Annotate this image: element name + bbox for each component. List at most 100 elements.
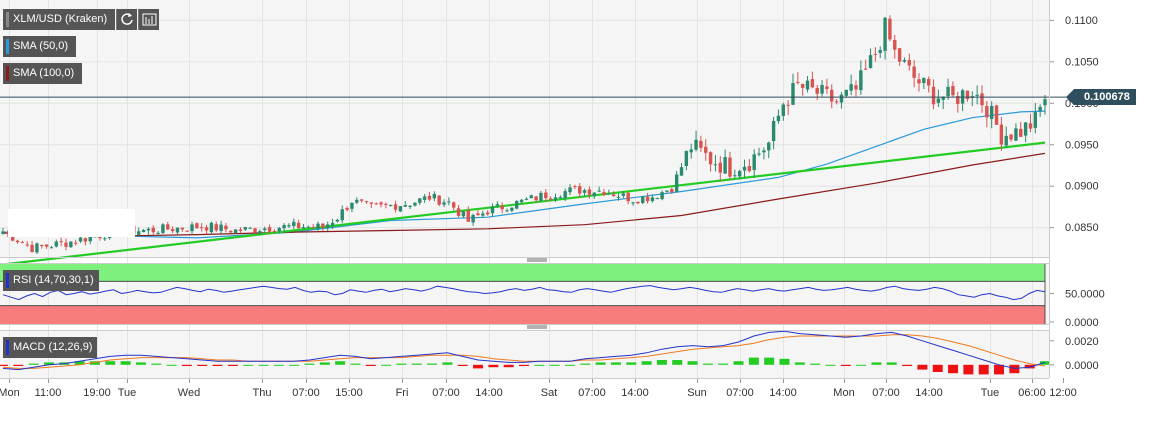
pane-resize-handle-2[interactable] [527,325,547,329]
macd-histogram-bar [258,364,269,366]
symbol-legend[interactable]: XLM/USD (Kraken) [3,9,115,30]
candle [699,135,703,152]
candle [548,196,553,202]
sma100-label: SMA (100,0) [13,67,75,79]
candle [253,227,257,234]
candle [175,227,180,235]
time-tick-label: Fri [396,387,409,399]
candle [190,221,194,236]
macd-histogram-bar [151,363,162,365]
sma50-label: SMA (50,0) [13,40,69,52]
candle [490,203,495,217]
candle [902,57,907,63]
candle [505,208,509,213]
price-tick-label: 0.0850 [1065,222,1099,234]
candle [40,244,44,249]
candle [437,195,441,207]
candle [161,223,165,234]
bar-chart-icon [142,13,157,26]
candle [684,150,689,171]
candle [582,188,587,197]
rsi-swatch [6,273,9,288]
blank-overlay [8,209,135,237]
pane-resize-handle-1[interactable] [527,258,547,262]
macd-histogram-bar [304,363,315,365]
candle [466,206,470,222]
candle [704,139,708,161]
candle [767,141,771,159]
macd-histogram-bar [871,362,882,365]
macd-histogram-bar [733,361,744,365]
candle [442,199,446,208]
candle [204,224,209,235]
candle [781,102,785,121]
macd-histogram-bar [840,364,851,366]
candle [665,190,669,193]
price-tick-label: 0.1100 [1065,15,1098,27]
time-tick-label: Wed [178,387,200,399]
macd-histogram-bar [687,361,698,365]
candle [1014,123,1018,141]
candle [44,244,49,249]
candle [786,100,790,115]
macd-histogram-bar [43,362,54,365]
macd-histogram-bar [335,361,346,365]
refresh-icon [121,13,133,25]
candle [456,205,461,218]
candle [83,237,88,246]
candle [1,227,5,235]
macd-histogram-bar [427,363,438,365]
chart-type-button[interactable] [138,9,159,30]
time-tick-label: 14:00 [769,387,797,399]
candle [321,223,325,231]
candle [655,197,659,200]
candle [481,210,485,218]
macd-pane: 0.0020 0.0000 [0,330,1099,375]
candle [398,206,403,213]
candle [103,236,107,241]
candle [277,226,281,234]
candle [59,237,63,247]
candle [863,59,868,70]
candle [752,149,756,178]
candle [607,189,611,195]
macd-legend[interactable]: MACD (12,26,9) [3,337,97,358]
candle [592,192,596,200]
sma50-legend[interactable]: SMA (50,0) [3,36,76,57]
macd-histogram-bar [595,362,606,365]
candle [1004,126,1008,148]
candle [379,201,383,208]
candle [762,147,766,160]
macd-histogram-bar [473,364,484,369]
candle [418,197,422,205]
candle [408,205,412,210]
macd-histogram-bar [549,364,560,366]
candle [708,151,713,172]
macd-histogram-bar [28,363,39,365]
candle [166,221,170,231]
time-tick-label: Tue [118,387,137,399]
candle [335,218,340,223]
macd-histogram-bar [626,362,637,365]
time-tick-label: Sat [541,387,558,399]
candle [1043,95,1047,115]
candle [631,201,635,206]
macd-histogram-bar [748,357,759,365]
refresh-button[interactable] [116,9,137,30]
candle [1023,121,1028,143]
macd-histogram-bar [442,362,453,365]
macd-swatch [6,340,9,355]
candle [73,239,78,246]
time-tick-label: Sun [687,387,707,399]
time-tick-label: 12:00 [1049,387,1077,399]
macd-histogram-bar [212,364,223,366]
candle [170,226,175,234]
candle [180,227,185,232]
sma100-legend[interactable]: SMA (100,0) [3,63,82,84]
candle [340,205,344,224]
rsi-legend[interactable]: RSI (14,70,30,1) [3,270,99,291]
macd-tick-label: 0.0000 [1065,360,1099,372]
candle [917,72,921,92]
last-price-tag-arrow [1066,89,1074,106]
candle [316,221,320,231]
